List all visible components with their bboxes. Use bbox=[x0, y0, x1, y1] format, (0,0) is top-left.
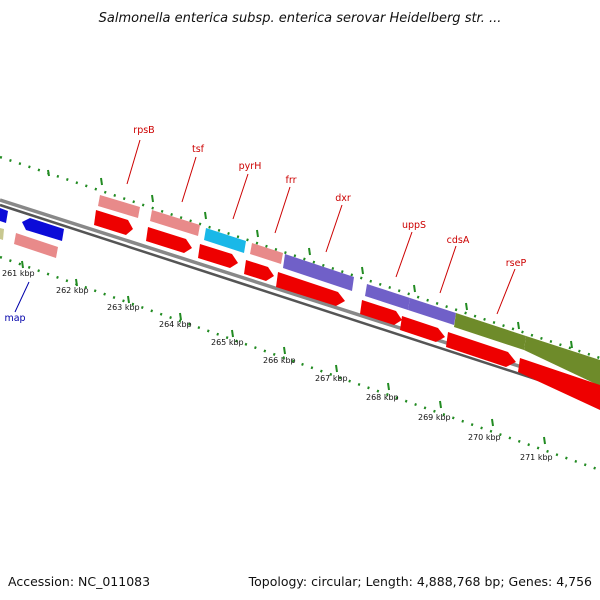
cds-arrow[interactable] bbox=[360, 300, 402, 325]
scale-label-263: 263 kbp bbox=[107, 303, 140, 312]
scale-label-266: 266 kbp bbox=[263, 356, 296, 365]
scale-label-265: 265 kbp bbox=[211, 338, 244, 347]
leader-cdsA bbox=[439, 245, 457, 294]
inner-major-tick bbox=[231, 329, 234, 338]
leader-tsf bbox=[181, 156, 197, 203]
leader-rpsB bbox=[126, 139, 141, 185]
inner-major-tick bbox=[179, 312, 182, 321]
inner-tick-track bbox=[0, 255, 600, 472]
leader-pyrH bbox=[232, 173, 249, 220]
inner-major-tick bbox=[335, 364, 338, 373]
cds-arrow[interactable] bbox=[446, 332, 516, 367]
cds-arrow[interactable] bbox=[198, 244, 238, 268]
gene-tsf[interactable] bbox=[150, 210, 200, 236]
outer-major-tick bbox=[465, 302, 468, 311]
leader-dxr bbox=[325, 204, 343, 253]
label-rseP: rseP bbox=[506, 258, 527, 269]
label-map: map bbox=[4, 313, 25, 324]
cds-track bbox=[94, 210, 600, 410]
gene-pink-0[interactable] bbox=[14, 233, 58, 258]
inner-major-tick bbox=[491, 418, 494, 427]
scale-label-268: 268 kbp bbox=[366, 393, 399, 402]
label-rpsB: rpsB bbox=[133, 125, 154, 136]
gene-map-arrow[interactable] bbox=[22, 218, 64, 241]
leader-frr bbox=[274, 186, 291, 234]
gene-pyrH[interactable] bbox=[204, 228, 246, 253]
cds-arrow[interactable] bbox=[518, 358, 600, 410]
scale-label-271: 271 kbp bbox=[520, 453, 553, 462]
scale-label-269: 269 kbp bbox=[418, 413, 451, 422]
outer-tick-track bbox=[0, 155, 600, 360]
cds-arrow[interactable] bbox=[400, 316, 445, 342]
label-dxr: dxr bbox=[335, 193, 351, 204]
outer-major-tick bbox=[361, 266, 364, 275]
leader-uppS bbox=[395, 231, 413, 278]
outer-major-tick bbox=[570, 340, 573, 349]
gene-track bbox=[0, 195, 600, 386]
gene-labels: rpsB tsf pyrH frr dxr uppS cdsA rseP map bbox=[4, 125, 526, 324]
inner-major-tick bbox=[283, 346, 286, 355]
gene-uppS[interactable] bbox=[365, 284, 410, 310]
genome-backbone bbox=[0, 198, 600, 402]
label-frr: frr bbox=[286, 175, 297, 186]
accession-text: Accession: NC_011083 bbox=[8, 574, 150, 589]
leader-rseP bbox=[496, 268, 516, 315]
gene-cdsA[interactable] bbox=[408, 298, 456, 325]
scale-label-261: 261 kbp bbox=[2, 269, 35, 278]
inner-major-tick bbox=[439, 400, 442, 409]
scale-labels: 261 kbp 262 kbp 263 kbp 264 kbp 265 kbp … bbox=[2, 269, 553, 462]
scale-label-262: 262 kbp bbox=[56, 286, 89, 295]
outer-major-tick bbox=[308, 247, 311, 256]
inner-major-tick bbox=[127, 295, 130, 304]
scale-label-270: 270 kbp bbox=[468, 433, 501, 442]
outer-major-tick bbox=[517, 321, 520, 330]
outer-major-tick bbox=[151, 194, 154, 203]
inner-dots bbox=[0, 255, 600, 472]
inner-major-tick bbox=[387, 382, 390, 391]
inner-major-tick bbox=[21, 260, 24, 269]
gene-rpsB[interactable] bbox=[98, 195, 140, 218]
gene-olive-fragment[interactable] bbox=[0, 228, 4, 240]
label-pyrH: pyrH bbox=[239, 161, 262, 172]
gene-olive-next[interactable] bbox=[524, 336, 600, 386]
outer-major-ticks bbox=[47, 169, 573, 349]
label-leaders bbox=[14, 139, 516, 315]
cds-arrow[interactable] bbox=[146, 227, 192, 253]
scale-label-267: 267 kbp bbox=[315, 374, 348, 383]
cds-arrow[interactable] bbox=[276, 272, 345, 306]
outer-major-tick bbox=[100, 177, 103, 186]
inner-major-tick bbox=[75, 278, 78, 287]
inner-major-ticks bbox=[21, 260, 546, 445]
outer-major-tick bbox=[256, 229, 259, 238]
outer-major-tick bbox=[47, 169, 50, 177]
cds-arrow[interactable] bbox=[94, 210, 133, 235]
gene-dxr[interactable] bbox=[283, 254, 354, 291]
inner-major-tick bbox=[543, 436, 546, 445]
label-tsf: tsf bbox=[192, 144, 205, 155]
scale-label-264: 264 kbp bbox=[159, 320, 192, 329]
gene-rseP[interactable] bbox=[454, 313, 526, 350]
topology-summary: Topology: circular; Length: 4,888,768 bp… bbox=[248, 574, 592, 589]
gene-frr[interactable] bbox=[250, 243, 283, 264]
map-title: Salmonella enterica subsp. enterica sero… bbox=[99, 11, 502, 26]
backbone-lower bbox=[0, 203, 600, 402]
outer-major-tick bbox=[413, 284, 416, 293]
gene-blue-fragment[interactable] bbox=[0, 208, 8, 223]
label-uppS: uppS bbox=[402, 220, 426, 231]
label-cdsA: cdsA bbox=[447, 235, 470, 246]
cds-arrow[interactable] bbox=[244, 260, 274, 281]
outer-major-tick bbox=[204, 211, 207, 220]
leader-map bbox=[14, 281, 30, 313]
